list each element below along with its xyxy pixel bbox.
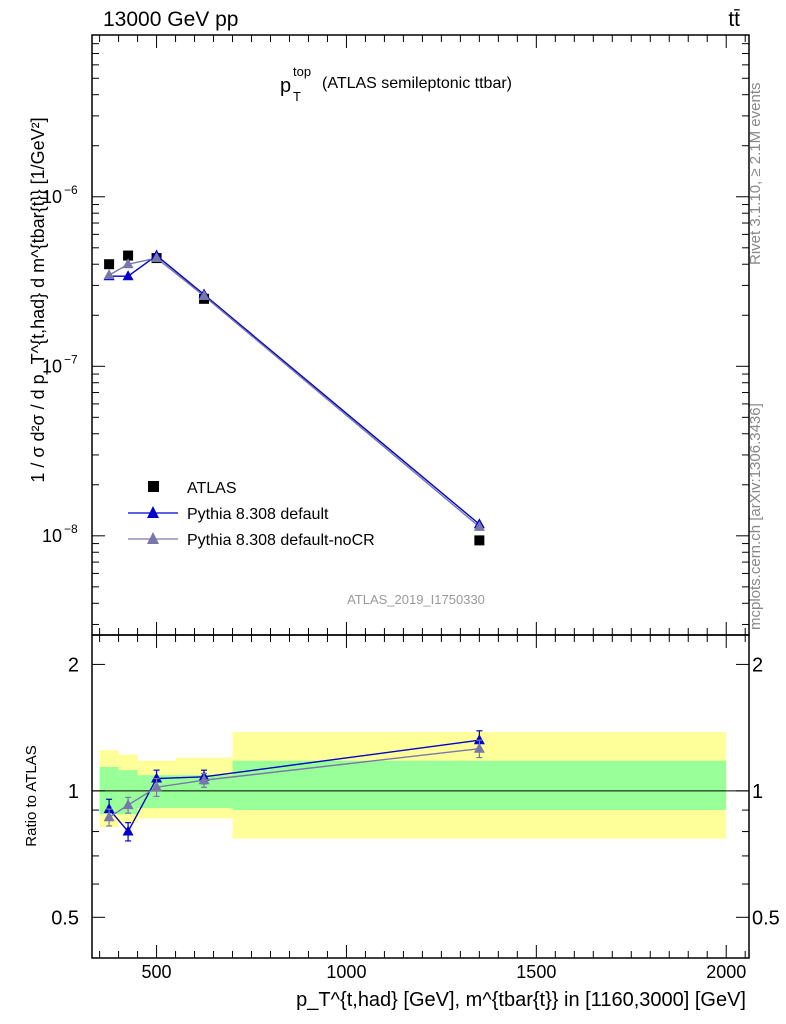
mc-point-marker xyxy=(103,269,115,280)
ratio-axis-ticks: 0.5 0.5 1 1 2 2 500 1000 1500 2000 xyxy=(51,635,780,982)
legend: ATLAS Pythia 8.308 default Pythia 8.308 … xyxy=(128,480,375,549)
ratio-point-marker xyxy=(151,781,163,792)
plot-title-sub: T xyxy=(293,89,301,104)
y-tick-label: 10 xyxy=(42,526,62,546)
series-line xyxy=(109,254,480,525)
plot-title-sup: top xyxy=(293,64,311,79)
ratio-point-marker xyxy=(151,772,163,783)
y-axis-label: 1 / σ d²σ / d p_T^{t,had} d m^{tbar{t}} … xyxy=(28,117,49,482)
ratio-point-marker xyxy=(473,742,485,753)
y-tick-label-exponent: −6 xyxy=(64,183,78,197)
mc-point-marker xyxy=(122,270,134,281)
ratio-frame xyxy=(91,634,750,959)
legend-label-mc2: Pythia 8.308 default-noCR xyxy=(187,532,375,549)
ratio-point-marker xyxy=(122,799,134,810)
main-series-layer xyxy=(103,249,485,546)
data-point-atlas xyxy=(123,250,134,261)
ratio-y-tick-label-left: 1 xyxy=(68,781,79,803)
data-point-atlas xyxy=(474,535,485,546)
process-label: tt̄ xyxy=(728,8,740,31)
mc-point-marker xyxy=(473,520,485,531)
analysis-id: ATLAS_2019_I1750330 xyxy=(347,592,485,607)
x-tick-label: 1500 xyxy=(516,962,556,982)
x-tick-label: 1000 xyxy=(326,962,366,982)
plot-title-p: p xyxy=(280,75,291,97)
legend-marker-mc1 xyxy=(147,506,159,518)
data-point-atlas xyxy=(104,259,115,270)
legend-label-mc1: Pythia 8.308 default xyxy=(187,506,329,523)
series-line xyxy=(108,257,480,528)
ratio-y-tick-label-right: 1 xyxy=(752,781,763,803)
x-tick-label: 2000 xyxy=(706,962,746,982)
ratio-point-marker xyxy=(198,774,210,785)
y-tick-label-exponent: −7 xyxy=(64,352,78,366)
ratio-y-tick-label-right: 2 xyxy=(752,654,763,676)
ratio-y-tick-label-left: 0.5 xyxy=(51,907,79,929)
ratio-point-marker xyxy=(103,803,115,814)
mc-point-marker xyxy=(122,258,134,269)
band-inner xyxy=(118,770,138,815)
rivet-label: Rivet 3.1.10, ≥ 2.1M events xyxy=(747,83,764,266)
main-panel: 10−810−710−6 p top T (ATLAS semileptonic… xyxy=(28,34,750,636)
legend-marker-atlas xyxy=(148,481,159,492)
ratio-y-tick-label-left: 2 xyxy=(68,654,79,676)
mcplots-label: mcplots.cern.ch [arXiv:1306.3436] xyxy=(747,403,764,630)
y-tick-label-exponent: −8 xyxy=(64,522,78,536)
energy-label: 13000 GeV pp xyxy=(103,8,238,31)
y-tick-label: 10 xyxy=(42,187,62,207)
legend-marker-mc2 xyxy=(147,532,159,544)
ratio-point-marker xyxy=(473,734,485,745)
main-axis-ticks: 10−810−710−6 xyxy=(42,34,749,635)
x-tick-label: 500 xyxy=(142,962,172,982)
plot-title: p top T (ATLAS semileptonic ttbar) xyxy=(280,64,512,104)
ratio-axis-label: Ratio to ATLAS xyxy=(23,745,40,846)
x-axis-label: p_T^{t,had} [GeV], m^{tbar{t}} in [1160,… xyxy=(296,989,746,1011)
ratio-series-layer xyxy=(103,730,485,842)
ratio-panel: 0.5 0.5 1 1 2 2 500 1000 1500 2000 Ratio to ATLAS xyxy=(23,634,780,982)
legend-label-atlas: ATLAS xyxy=(187,480,237,497)
mc-point-marker xyxy=(151,252,163,263)
ratio-y-tick-label-right: 0.5 xyxy=(752,907,780,929)
plot-title-rest: (ATLAS semileptonic ttbar) xyxy=(322,75,512,92)
y-tick-label: 10 xyxy=(42,356,62,376)
band-inner xyxy=(232,760,727,811)
ratio-point-marker xyxy=(103,811,115,822)
mc-point-marker xyxy=(198,289,210,300)
ratio-point-marker xyxy=(122,825,134,836)
